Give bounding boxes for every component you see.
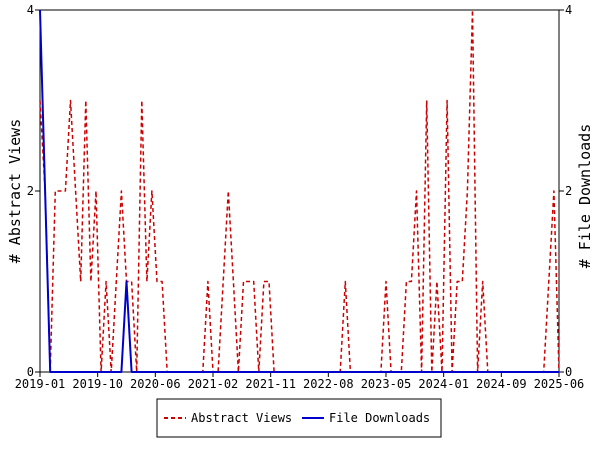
x-tick-label: 2021-02 (188, 377, 239, 391)
x-tick-label: 2022-08 (303, 377, 354, 391)
x-tick-label: 2019-10 (72, 377, 123, 391)
y-tick-left-label: 2 (27, 184, 34, 198)
x-tick-label: 2019-01 (15, 377, 66, 391)
x-tick-label: 2025-06 (534, 377, 585, 391)
y-axis-title-right: # File Downloads (576, 124, 594, 269)
x-tick-label: 2024-09 (476, 377, 527, 391)
y-tick-right-label: 2 (565, 184, 572, 198)
legend-box (156, 398, 442, 438)
y-tick-right-label: 0 (565, 365, 572, 379)
y-axes: 0 2 4 0 2 4 (27, 3, 572, 379)
x-axis: 2019-01 2019-10 2020-06 2021-02 2021-11 2022-… (15, 372, 585, 391)
y-tick-right-label: 4 (565, 3, 572, 17)
series-layer (39, 9, 560, 373)
x-tick-label: 2023-05 (361, 377, 412, 391)
legend: Abstract Views File Downloads (156, 398, 442, 438)
legend-label-abstract-views: Abstract Views (191, 411, 292, 425)
x-tick-label: 2021-11 (245, 377, 296, 391)
x-tick-label: 2020-06 (130, 377, 181, 391)
y-tick-left-label: 4 (27, 3, 34, 17)
legend-label-file-downloads: File Downloads (329, 411, 430, 425)
series-line-file-downloads (39, 9, 559, 373)
y-axis-title-left: # Abstract Views (6, 119, 24, 264)
x-tick-label: 2024-01 (418, 377, 469, 391)
plot-area (39, 9, 560, 373)
y-tick-left-label: 0 (27, 365, 34, 379)
